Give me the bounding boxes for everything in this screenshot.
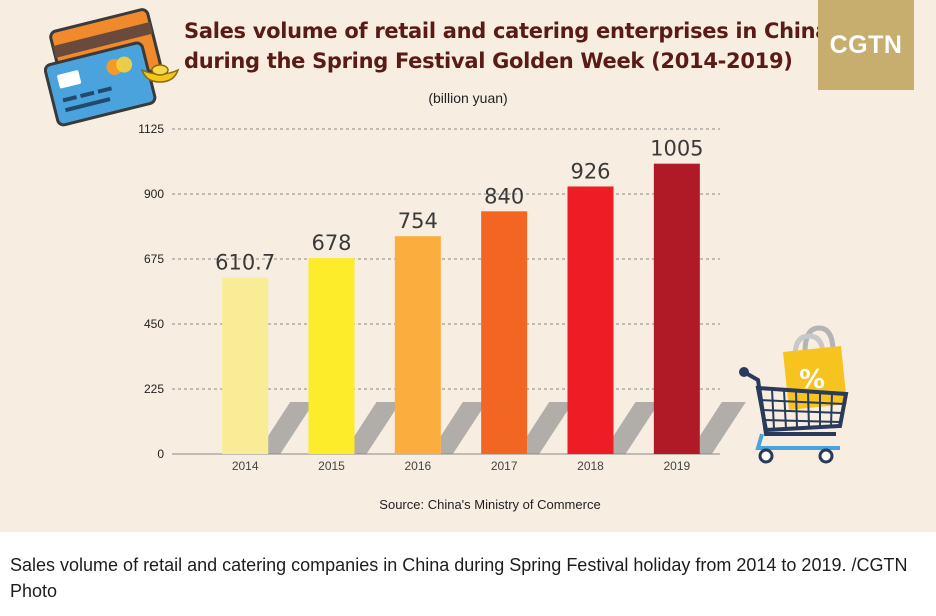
- bar-shadow: [268, 402, 315, 454]
- bar-shadow: [527, 402, 574, 454]
- data-label: 926: [570, 159, 610, 183]
- bar-chart: 0 225 450 675 900 1125 610.7 2014 678 2015 754 2016…: [138, 122, 746, 473]
- y-unit-label: (billion yuan): [428, 90, 508, 106]
- x-tick-label: 2019: [663, 459, 690, 473]
- credit-cards-icon: [44, 8, 162, 127]
- bar: [394, 236, 441, 454]
- data-label: 840: [484, 184, 524, 208]
- photo-caption: Sales volume of retail and catering comp…: [10, 555, 908, 601]
- x-tick-label: 2016: [404, 459, 431, 473]
- y-tick-label: 675: [144, 252, 164, 266]
- infographic-card: Sales volume of retail and catering ente…: [0, 0, 936, 532]
- y-tick-label: 450: [144, 317, 164, 331]
- cgtn-logo: CGTN: [818, 0, 914, 90]
- data-label: 1005: [650, 137, 703, 161]
- data-label: 754: [398, 209, 438, 233]
- gold-ingot-icon: [140, 64, 180, 83]
- chart-title: Sales volume of retail and catering ente…: [184, 16, 830, 76]
- bar-shadow: [613, 402, 660, 454]
- source-note: Source: China's Ministry of Commerce: [379, 497, 601, 512]
- y-tick-label: 225: [144, 382, 164, 396]
- x-tick-label: 2014: [232, 459, 259, 473]
- y-tick-label: 1125: [138, 122, 164, 136]
- x-tick-label: 2017: [491, 459, 518, 473]
- bar: [481, 211, 528, 454]
- x-tick-label: 2018: [577, 459, 604, 473]
- shopping-cart-icon: [739, 367, 849, 464]
- x-tick-label: 2015: [318, 459, 345, 473]
- data-label: 678: [311, 231, 351, 255]
- chart-title-line1: Sales volume of retail and catering ente…: [184, 19, 830, 43]
- bar-shadow: [354, 402, 401, 454]
- bar-shadow: [699, 402, 746, 454]
- bar: [653, 163, 700, 454]
- y-tick-label: 0: [157, 447, 164, 461]
- y-tick-label: 900: [144, 187, 164, 201]
- bar: [308, 258, 355, 454]
- bar: [222, 277, 269, 454]
- bar: [567, 186, 614, 454]
- bar-shadow: [440, 402, 487, 454]
- data-label: 610.7: [215, 251, 275, 275]
- chart-title-line2: during the Spring Festival Golden Week (…: [184, 49, 793, 73]
